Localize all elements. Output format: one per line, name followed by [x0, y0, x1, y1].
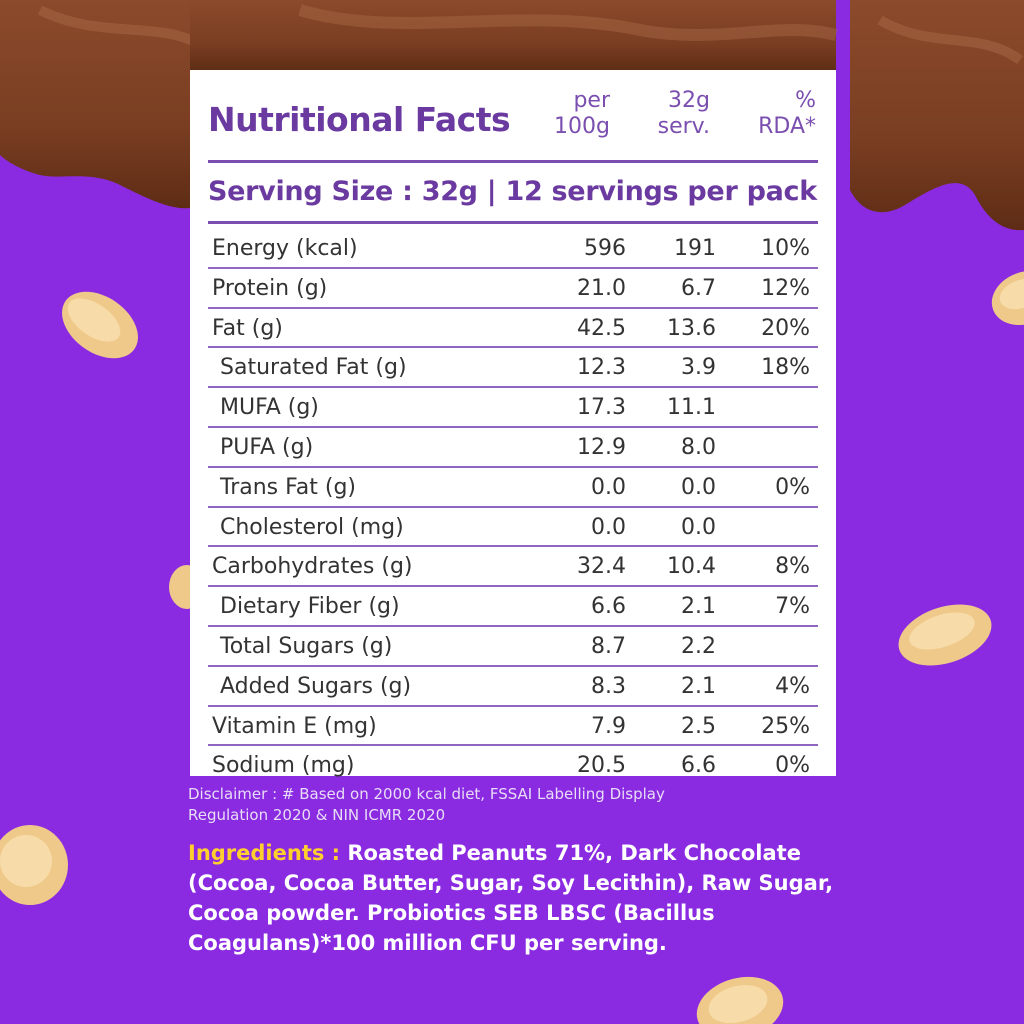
nutrient-label: Fat (g) — [212, 315, 283, 341]
table-row: Added Sugars (g) 8.3 2.1 4% — [208, 667, 818, 707]
per-100g-value: 21.0 — [577, 275, 626, 301]
per-100g-value: 6.6 — [591, 594, 626, 620]
nutrient-label: Added Sugars (g) — [220, 673, 412, 699]
per-100g-value: 32.4 — [577, 554, 626, 580]
column-header-line: 100g — [554, 114, 610, 139]
nutrient-label: Cholesterol (mg) — [220, 514, 404, 540]
rda-value: 25% — [761, 713, 810, 739]
table-row: Carbohydrates (g) 32.4 10.4 8% — [208, 547, 818, 588]
per-100g-value: 596 — [584, 236, 626, 261]
nutrient-label: Energy (kcal) — [212, 236, 358, 261]
nutrient-label: Protein (g) — [212, 275, 328, 301]
rda-value: 10% — [761, 236, 810, 261]
rda-value: 4% — [775, 673, 810, 699]
per-100g-value: 42.5 — [577, 315, 626, 341]
per-100g-value: 0.0 — [591, 474, 626, 500]
table-row: Energy (kcal) 596 191 10% — [208, 229, 818, 269]
per-serving-value: 2.5 — [681, 713, 716, 739]
disclaimer-line: Disclaimer : # Based on 2000 kcal diet, … — [188, 785, 665, 803]
chocolate-drip-illustration — [0, 0, 1024, 231]
peanut-icon — [898, 604, 992, 666]
rda-value: 12% — [761, 275, 810, 301]
per-100g-value: 0.0 — [591, 514, 626, 540]
nutrient-label: Carbohydrates (g) — [212, 554, 413, 580]
table-row: Cholesterol (mg) 0.0 0.0 — [208, 508, 818, 548]
table-row: PUFA (g) 12.9 8.0 — [208, 428, 818, 468]
rda-value: 8% — [775, 554, 810, 580]
nutrient-label: PUFA (g) — [220, 434, 314, 460]
nutrient-label: Dietary Fiber (g) — [220, 594, 400, 620]
nutrition-facts-panel: Nutritional Facts per 100g 32g serv. % R… — [190, 70, 836, 778]
table-row: Saturated Fat (g) 12.3 3.9 18% — [208, 348, 818, 389]
nutrient-label: Saturated Fat (g) — [220, 355, 407, 381]
column-header-rda: % RDA* — [758, 88, 816, 140]
per-serving-value: 0.0 — [681, 514, 716, 540]
serving-size-line: Serving Size : 32g | 12 servings per pac… — [208, 160, 818, 224]
panel-title: Nutritional Facts — [208, 100, 511, 139]
rda-value: 0% — [775, 753, 810, 779]
column-header-line: % — [795, 88, 816, 113]
rda-value: 18% — [761, 355, 810, 381]
peanut-icon — [62, 291, 138, 359]
per-100g-value: 8.7 — [591, 633, 626, 659]
column-header-line: RDA* — [758, 114, 816, 139]
column-header-line: serv. — [657, 114, 710, 139]
per-serving-value: 8.0 — [681, 434, 716, 460]
per-100g-value: 7.9 — [591, 713, 626, 739]
per-serving-value: 11.1 — [667, 395, 716, 421]
per-100g-value: 20.5 — [577, 753, 626, 779]
rda-value: 0% — [775, 474, 810, 500]
table-row: Trans Fat (g) 0.0 0.0 0% — [208, 468, 818, 508]
nutrient-label: Trans Fat (g) — [220, 474, 356, 500]
per-serving-value: 0.0 — [681, 474, 716, 500]
per-serving-value: 2.1 — [681, 594, 716, 620]
ingredients-list: Roasted Peanuts 71%, Dark Chocolate (Coc… — [188, 841, 834, 955]
per-serving-value: 10.4 — [667, 554, 716, 580]
column-header-line: per — [573, 88, 610, 113]
peanut-icon — [991, 270, 1024, 326]
per-serving-value: 2.1 — [681, 673, 716, 699]
per-serving-value: 6.7 — [681, 275, 716, 301]
per-serving-value: 13.6 — [667, 315, 716, 341]
nutrient-label: Total Sugars (g) — [220, 633, 393, 659]
nutrient-label: Vitamin E (mg) — [212, 713, 377, 739]
per-100g-value: 12.9 — [577, 434, 626, 460]
ingredients-text: Ingredients : Roasted Peanuts 71%, Dark … — [188, 838, 848, 958]
column-header-per-100g: per 100g — [554, 88, 610, 140]
nutrient-label: Sodium (mg) — [212, 753, 355, 779]
ingredients-label: Ingredients : — [188, 841, 348, 865]
table-row: Fat (g) 42.5 13.6 20% — [208, 309, 818, 349]
table-row: MUFA (g) 17.3 11.1 — [208, 388, 818, 428]
rda-value: 20% — [761, 315, 810, 341]
per-serving-value: 3.9 — [681, 355, 716, 381]
per-100g-value: 17.3 — [577, 395, 626, 421]
peanut-icon — [696, 976, 784, 1024]
table-row: Protein (g) 21.0 6.7 12% — [208, 269, 818, 309]
nutrient-table: Energy (kcal) 596 191 10% Protein (g) 21.0 6.7… — [208, 224, 818, 784]
disclaimer-line: Regulation 2020 & NIN ICMR 2020 — [188, 806, 446, 824]
rda-value: 7% — [775, 594, 810, 620]
per-100g-value: 12.3 — [577, 355, 626, 381]
table-row: Sodium (mg) 20.5 6.6 0% — [208, 746, 818, 784]
table-row: Dietary Fiber (g) 6.6 2.1 7% — [208, 587, 818, 627]
peanut-icon — [169, 565, 195, 609]
column-header-line: 32g — [668, 88, 710, 113]
table-row: Vitamin E (mg) 7.9 2.5 25% — [208, 707, 818, 747]
per-serving-value: 6.6 — [681, 753, 716, 779]
peanut-icon — [0, 825, 68, 905]
per-100g-value: 8.3 — [591, 673, 626, 699]
per-serving-value: 2.2 — [681, 633, 716, 659]
table-row: Total Sugars (g) 8.7 2.2 — [208, 627, 818, 667]
panel-header: Nutritional Facts per 100g 32g serv. % R… — [208, 70, 818, 160]
column-header-serving: 32g serv. — [658, 88, 710, 140]
disclaimer-text: Disclaimer : # Based on 2000 kcal diet, … — [188, 784, 788, 826]
per-serving-value: 191 — [674, 236, 716, 261]
nutrient-label: MUFA (g) — [220, 395, 319, 421]
